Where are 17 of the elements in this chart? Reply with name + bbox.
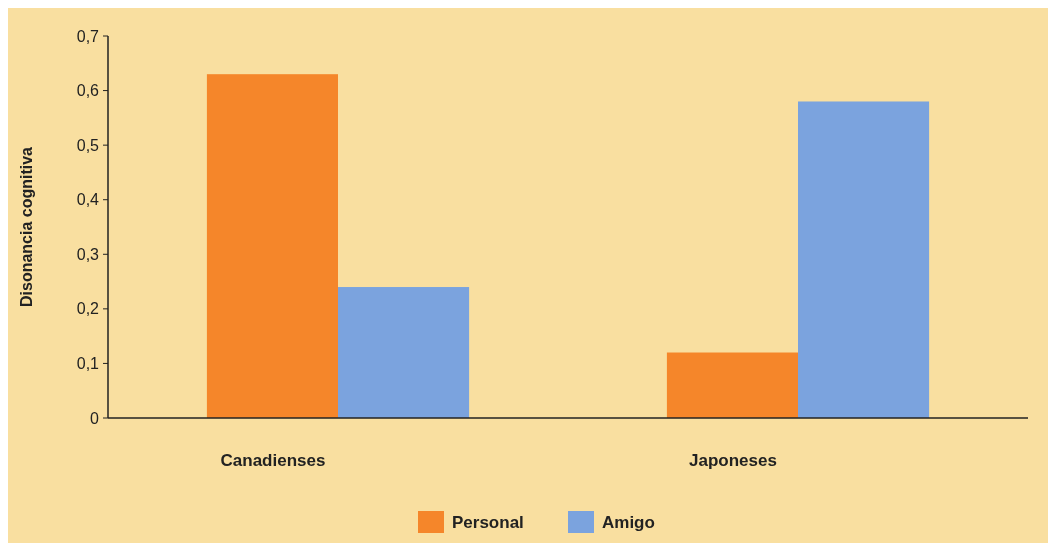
bar bbox=[798, 101, 930, 418]
y-tick-label: 0,1 bbox=[76, 355, 100, 373]
y-tick-label: 0 bbox=[90, 409, 100, 427]
y-tick-label: 0,4 bbox=[76, 191, 100, 209]
bar bbox=[206, 74, 338, 418]
bar bbox=[338, 287, 470, 418]
y-tick-label: 0,7 bbox=[76, 27, 100, 45]
legend-label: Amigo bbox=[602, 512, 655, 532]
x-tick-label: Japoneses bbox=[689, 451, 777, 470]
y-tick-label: 0,5 bbox=[76, 136, 100, 154]
y-axis-title: Disonancia cognitiva bbox=[18, 146, 35, 308]
y-tick-label: 0,3 bbox=[76, 245, 100, 263]
x-tick-label: Canadienses bbox=[220, 451, 326, 470]
bar bbox=[666, 352, 798, 418]
y-tick-label: 0,2 bbox=[76, 300, 100, 318]
y-tick-label: 0,6 bbox=[76, 82, 100, 100]
legend-label: Personal bbox=[452, 512, 524, 532]
